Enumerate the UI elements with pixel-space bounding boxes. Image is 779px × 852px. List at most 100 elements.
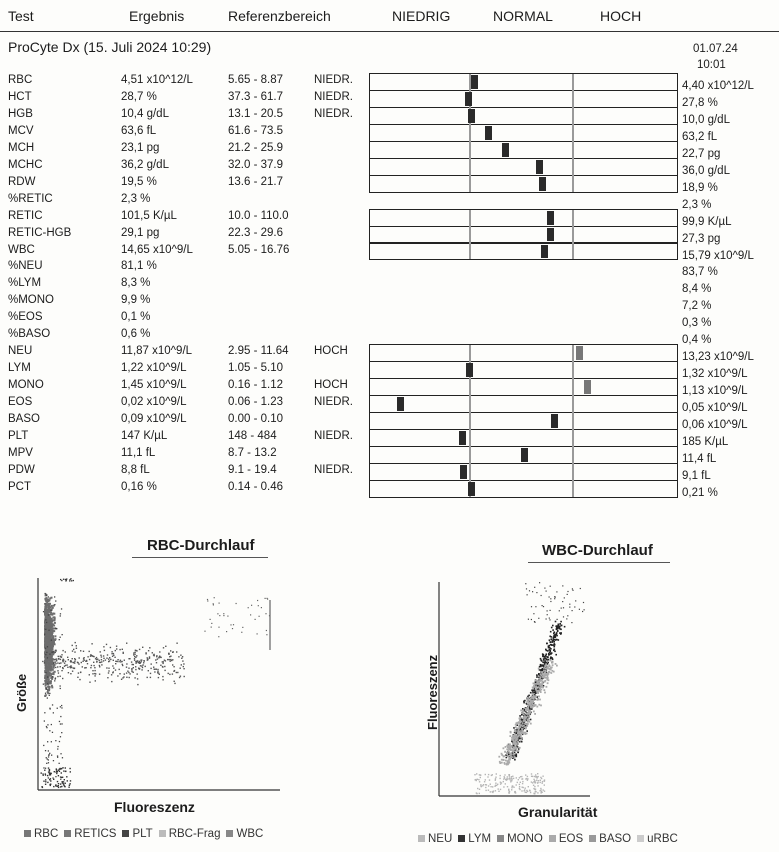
legend-label: RETICS bbox=[74, 828, 117, 840]
value-marker bbox=[501, 142, 509, 157]
row-flag: NIEDR. bbox=[314, 463, 353, 476]
legend-label: BASO bbox=[599, 833, 632, 845]
row-reference-range: 37.3 - 61.7 bbox=[228, 90, 283, 103]
legend-label: PLT bbox=[132, 828, 153, 840]
row-flag: NIEDR. bbox=[314, 74, 353, 86]
range-bar bbox=[369, 412, 678, 430]
legend-swatch bbox=[418, 835, 425, 843]
row-result: 0,1 % bbox=[121, 311, 151, 324]
row-test-name: %NEU bbox=[8, 260, 43, 273]
legend-swatch bbox=[24, 830, 31, 838]
wbc-plot-xlabel: Granularität bbox=[518, 804, 598, 820]
row-reference-range: 5.65 - 8.87 bbox=[228, 74, 283, 86]
col-header-test: Test bbox=[8, 8, 34, 24]
range-divider bbox=[572, 345, 574, 497]
instrument-title: ProCyte Dx (15. Juli 2024 10:29) bbox=[8, 39, 212, 55]
row-result: 63,6 fL bbox=[121, 124, 157, 137]
row-previous-value: 7,2 % bbox=[682, 300, 712, 313]
legend-swatch bbox=[226, 830, 234, 838]
range-bar bbox=[369, 361, 678, 380]
rbc-plot-xlabel: Fluoreszenz bbox=[114, 799, 195, 815]
row-result: 23,1 pg bbox=[121, 141, 160, 154]
row-test-name: %LYM bbox=[8, 277, 42, 290]
legend-swatch bbox=[548, 835, 556, 843]
row-result: 0,09 x10^9/L bbox=[121, 413, 187, 425]
legend-label: RBC-Frag bbox=[168, 828, 221, 840]
row-test-name: NEU bbox=[8, 345, 33, 358]
row-result: 11,87 x10^9/L bbox=[121, 345, 193, 358]
row-previous-value: 0,3 % bbox=[682, 317, 712, 330]
value-marker bbox=[467, 481, 475, 496]
row-previous-value: 11,4 fL bbox=[682, 452, 717, 465]
range-bar bbox=[369, 225, 678, 244]
legend-swatch bbox=[122, 830, 130, 838]
range-bar bbox=[369, 208, 678, 227]
row-test-name: PCT bbox=[8, 480, 31, 493]
range-bar bbox=[369, 378, 678, 397]
range-bar bbox=[369, 428, 678, 447]
row-reference-range: 13.6 - 21.7 bbox=[228, 175, 283, 188]
row-reference-range: 5.05 - 16.76 bbox=[228, 243, 290, 256]
row-previous-value: 18,9 % bbox=[682, 181, 718, 194]
row-previous-value: 27,8 % bbox=[682, 96, 718, 109]
legend-swatch bbox=[637, 835, 645, 843]
range-bar bbox=[369, 73, 678, 91]
value-marker bbox=[546, 210, 554, 225]
row-result: 14,65 x10^9/L bbox=[121, 243, 193, 256]
row-result: 1,22 x10^9/L bbox=[121, 362, 187, 375]
row-result: 4,51 x10^12/L bbox=[121, 74, 193, 86]
range-bar bbox=[369, 174, 678, 193]
row-test-name: %BASO bbox=[8, 328, 51, 341]
row-flag: NIEDR. bbox=[314, 429, 353, 442]
row-test-name: %EOS bbox=[8, 311, 43, 324]
row-previous-value: 2,3 % bbox=[682, 198, 712, 211]
value-marker bbox=[540, 244, 548, 259]
value-marker bbox=[458, 430, 466, 445]
row-test-name: MCH bbox=[8, 141, 35, 154]
row-result: 81,1 % bbox=[121, 260, 157, 273]
row-previous-value: 185 K/µL bbox=[682, 435, 729, 448]
row-test-name: WBC bbox=[8, 243, 35, 256]
row-previous-value: 83,7 % bbox=[682, 266, 718, 279]
col-header-normal: NORMAL bbox=[493, 8, 553, 24]
row-reference-range: 8.7 - 13.2 bbox=[228, 446, 277, 459]
range-bar bbox=[369, 479, 678, 498]
row-test-name: RDW bbox=[8, 175, 36, 188]
range-divider bbox=[469, 209, 471, 260]
legend-label: RBC bbox=[34, 828, 59, 840]
row-test-name: MPV bbox=[8, 446, 33, 459]
row-test-name: HGB bbox=[8, 107, 33, 120]
legend-swatch bbox=[497, 835, 505, 843]
value-marker bbox=[535, 159, 543, 174]
row-test-name: PDW bbox=[8, 463, 35, 476]
row-result: 8,3 % bbox=[121, 277, 151, 290]
previous-time: 10:01 bbox=[697, 59, 726, 71]
rbc-legend: RBC RETICS PLT RBC-Frag WBC bbox=[18, 828, 263, 840]
row-previous-value: 0,21 % bbox=[682, 486, 718, 499]
row-reference-range: 22.3 - 29.6 bbox=[228, 226, 283, 239]
row-test-name: BASO bbox=[8, 413, 40, 425]
col-header-referenz: Referenzbereich bbox=[228, 8, 331, 24]
legend-swatch bbox=[458, 835, 466, 843]
row-flag: HOCH bbox=[314, 379, 348, 392]
row-reference-range: 13.1 - 20.5 bbox=[228, 107, 283, 120]
value-marker bbox=[583, 380, 591, 395]
value-marker bbox=[539, 176, 547, 191]
legend-label: uRBC bbox=[647, 833, 678, 845]
row-result: 8,8 fL bbox=[121, 463, 150, 476]
legend-label: NEU bbox=[428, 833, 453, 845]
range-divider bbox=[469, 74, 471, 192]
row-previous-value: 0,4 % bbox=[682, 334, 712, 347]
row-result: 2,3 % bbox=[121, 192, 151, 205]
row-result: 36,2 g/dL bbox=[121, 158, 169, 171]
value-marker bbox=[546, 227, 554, 242]
wbc-plot-title: WBC-Durchlauf bbox=[542, 542, 653, 559]
legend-label: WBC bbox=[236, 828, 264, 840]
value-marker bbox=[520, 447, 528, 462]
header-divider bbox=[0, 31, 779, 32]
row-reference-range: 0.16 - 1.12 bbox=[228, 379, 283, 392]
range-bar bbox=[369, 242, 678, 261]
row-previous-value: 0,05 x10^9/L bbox=[682, 402, 748, 415]
row-reference-range: 10.0 - 110.0 bbox=[228, 209, 289, 222]
range-bar bbox=[369, 123, 678, 142]
